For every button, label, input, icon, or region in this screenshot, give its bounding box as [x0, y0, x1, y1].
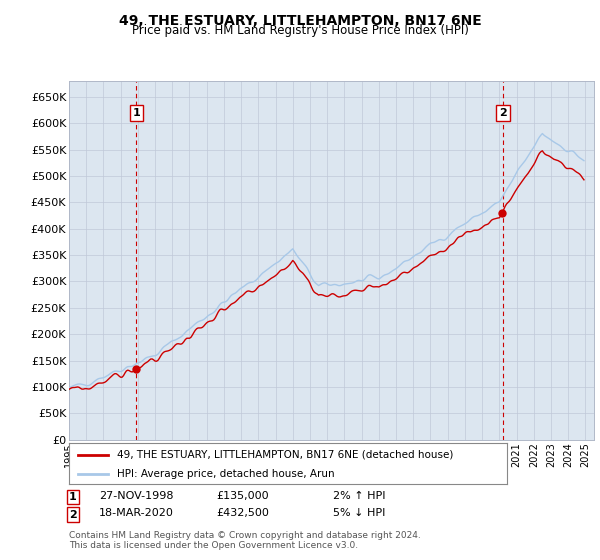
Text: £432,500: £432,500 — [216, 508, 269, 518]
Text: Contains HM Land Registry data © Crown copyright and database right 2024.
This d: Contains HM Land Registry data © Crown c… — [69, 531, 421, 550]
Text: £135,000: £135,000 — [216, 491, 269, 501]
Text: 1: 1 — [69, 492, 77, 502]
Text: 5% ↓ HPI: 5% ↓ HPI — [333, 508, 385, 518]
Text: 2: 2 — [69, 510, 77, 520]
Text: 2% ↑ HPI: 2% ↑ HPI — [333, 491, 386, 501]
Text: 49, THE ESTUARY, LITTLEHAMPTON, BN17 6NE: 49, THE ESTUARY, LITTLEHAMPTON, BN17 6NE — [119, 14, 481, 28]
Text: 27-NOV-1998: 27-NOV-1998 — [99, 491, 173, 501]
Text: 2: 2 — [499, 108, 507, 118]
Text: 1: 1 — [133, 108, 140, 118]
Text: 18-MAR-2020: 18-MAR-2020 — [99, 508, 174, 518]
Text: HPI: Average price, detached house, Arun: HPI: Average price, detached house, Arun — [117, 469, 335, 479]
Text: Price paid vs. HM Land Registry's House Price Index (HPI): Price paid vs. HM Land Registry's House … — [131, 24, 469, 37]
Text: 49, THE ESTUARY, LITTLEHAMPTON, BN17 6NE (detached house): 49, THE ESTUARY, LITTLEHAMPTON, BN17 6NE… — [117, 450, 454, 460]
